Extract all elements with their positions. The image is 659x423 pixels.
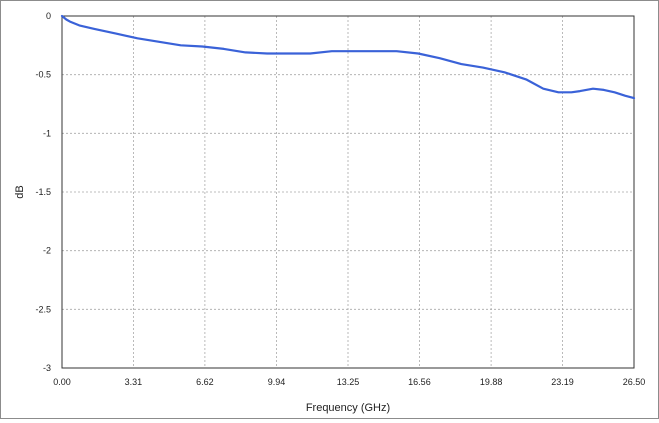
x-tick-label: 3.31: [125, 377, 143, 387]
x-tick-label: 6.62: [196, 377, 214, 387]
y-tick-label: -3: [43, 363, 51, 373]
x-tick-label: 26.50: [623, 377, 646, 387]
x-axis-title: Frequency (GHz): [306, 402, 390, 414]
x-tick-label: 13.25: [337, 377, 360, 387]
series-line: [60, 14, 636, 100]
y-tick-label: -2: [43, 246, 51, 256]
x-axis-ticks: 0.00 3.31 6.62 9.94 13.25 16.56 19.88 23.19 26.5…: [53, 377, 645, 387]
x-tick-label: 19.88: [480, 377, 503, 387]
y-tick-label: -0.5: [35, 70, 51, 80]
y-tick-label: -2.5: [35, 304, 51, 314]
x-tick-label: 16.56: [408, 377, 431, 387]
x-tick-label: 23.19: [551, 377, 574, 387]
y-tick-label: 0: [46, 11, 51, 21]
y-axis-ticks: 0 -0.5 -1 -1.5 -2 -2.5 -3: [35, 11, 51, 373]
x-tick-label: 9.94: [268, 377, 286, 387]
plot-area-border: [61, 15, 635, 369]
y-axis-title: dB: [14, 185, 26, 198]
grid-layer: [62, 16, 634, 368]
y-tick-label: -1: [43, 128, 51, 138]
x-tick-label: 0.00: [53, 377, 71, 387]
y-tick-label: -1.5: [35, 187, 51, 197]
